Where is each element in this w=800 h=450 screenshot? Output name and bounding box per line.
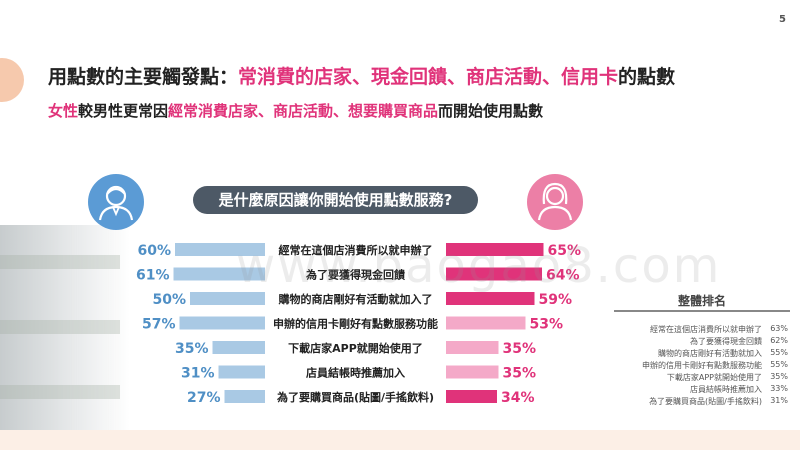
female-bar <box>446 243 544 256</box>
female-bar <box>446 341 499 354</box>
male-bar <box>173 267 265 281</box>
background-photo <box>0 225 130 430</box>
ranking-value: 31% <box>770 396 788 405</box>
female-bar <box>446 365 499 379</box>
female-value-label: 35% <box>503 341 537 357</box>
subheadline-part4: 而開始使用點數 <box>438 102 544 120</box>
male-value-label: 57% <box>142 317 176 333</box>
female-value-label: 35% <box>503 366 537 382</box>
male-bar <box>212 341 265 354</box>
headline-highlight: 常消費的店家、現金回饋、商店活動、信用卡 <box>238 66 619 88</box>
subheadline-part2: 較男性更常因 <box>78 102 169 120</box>
overall-ranking-title: 整體排名 <box>677 294 726 308</box>
headline: 用點數的主要觸發點：常消費的店家、現金回饋、商店活動、信用卡的點數 <box>48 62 675 89</box>
shelf-decoration <box>0 255 120 269</box>
ranking-row: 購物的商店剛好有活動就加入 55% <box>614 348 790 360</box>
female-value-label: 34% <box>501 390 535 406</box>
category-label: 店員結帳時推薦加入 <box>306 366 405 380</box>
category-label: 為了要獲得現金回饋 <box>306 268 406 282</box>
male-value-label: 35% <box>175 341 209 357</box>
ranking-value: 63% <box>770 324 788 333</box>
male-bar <box>179 316 265 330</box>
shelf-decoration <box>0 385 120 399</box>
ranking-label: 經常在這個店消費所以就申辦了 <box>650 325 762 334</box>
shelf-decoration <box>0 320 120 334</box>
male-value-label: 31% <box>181 366 215 382</box>
ranking-row: 為了要購買商品(貼圖/手搖飲料) 31% <box>614 396 790 408</box>
category-label: 申辦的信用卡剛好有點數服務功能 <box>273 317 438 331</box>
ranking-value: 35% <box>770 372 788 381</box>
ranking-label: 為了要購買商品(貼圖/手搖飲料) <box>649 397 762 406</box>
male-bar <box>224 390 265 403</box>
ranking-row: 為了要獲得現金回饋 62% <box>614 336 790 348</box>
ranking-label: 購物的商店剛好有活動就加入 <box>658 349 762 358</box>
subheadline: 女性較男性更常因經常消費店家、商店活動、想要購買商品而開始使用點數 <box>48 100 543 121</box>
question-banner: 是什麼原因讓你開始使用點數服務? <box>193 186 478 214</box>
female-user-icon <box>527 174 583 230</box>
male-user-icon <box>88 174 144 230</box>
female-bar <box>446 267 542 281</box>
ranking-row: 下載店家APP就開始使用了 35% <box>614 372 790 384</box>
male-bar <box>218 365 265 379</box>
ranking-value: 33% <box>770 384 788 393</box>
overall-ranking-divider <box>614 310 790 312</box>
ranking-value: 55% <box>770 360 788 369</box>
category-label: 經常在這個店消費所以就申辦了 <box>279 243 433 257</box>
bottom-band <box>0 430 800 450</box>
ranking-value: 55% <box>770 348 788 357</box>
overall-ranking-panel: 整體排名 經常在這個店消費所以就申辦了 63% 為了要獲得現金回饋 62% 購物的商店剛… <box>614 292 790 424</box>
ranking-label: 為了要獲得現金回饋 <box>690 337 762 346</box>
subheadline-part3: 經常消費店家、商店活動、想要購買商品 <box>168 102 439 120</box>
ranking-row: 經常在這個店消費所以就申辦了 63% <box>614 324 790 336</box>
male-value-label: 61% <box>136 268 170 284</box>
ranking-label: 下載店家APP就開始使用了 <box>666 373 762 382</box>
ranking-value: 62% <box>770 336 788 345</box>
female-value-label: 53% <box>530 317 564 333</box>
female-value-label: 65% <box>548 243 582 259</box>
ranking-label: 申辦的信用卡剛好有點數服務功能 <box>642 361 762 370</box>
ranking-label: 店員結帳時推薦加入 <box>690 385 762 394</box>
category-label: 下載店家APP就開始使用了 <box>288 341 423 355</box>
male-value-label: 50% <box>152 292 186 308</box>
decorative-circle <box>0 58 24 102</box>
female-value-label: 64% <box>546 268 580 284</box>
ranking-row: 申辦的信用卡剛好有點數服務功能 55% <box>614 360 790 372</box>
headline-suffix: 的點數 <box>618 66 676 88</box>
male-value-label: 27% <box>187 390 221 406</box>
male-bar <box>175 243 265 256</box>
category-label: 購物的商店剛好有活動就加入了 <box>278 292 433 306</box>
female-bar <box>446 292 535 305</box>
category-label: 為了要購買商品(貼圖/手搖飲料) <box>277 390 434 404</box>
male-bar <box>190 292 265 305</box>
female-bar <box>446 316 526 330</box>
subheadline-part1: 女性 <box>48 102 79 120</box>
butterfly-bar-chart: 60% 65% 經常在這個店消費所以就申辦了 61% 64% 為了要獲得現金回饋 50% 59… <box>136 243 582 406</box>
ranking-row: 店員結帳時推薦加入 33% <box>614 384 790 396</box>
headline-prefix: 用點數的主要觸發點： <box>48 66 239 88</box>
page-number: 5 <box>779 14 786 25</box>
female-value-label: 59% <box>539 292 573 308</box>
male-value-label: 60% <box>137 243 171 259</box>
watermark: www.baogao8.com <box>236 238 722 294</box>
female-bar <box>446 390 497 403</box>
